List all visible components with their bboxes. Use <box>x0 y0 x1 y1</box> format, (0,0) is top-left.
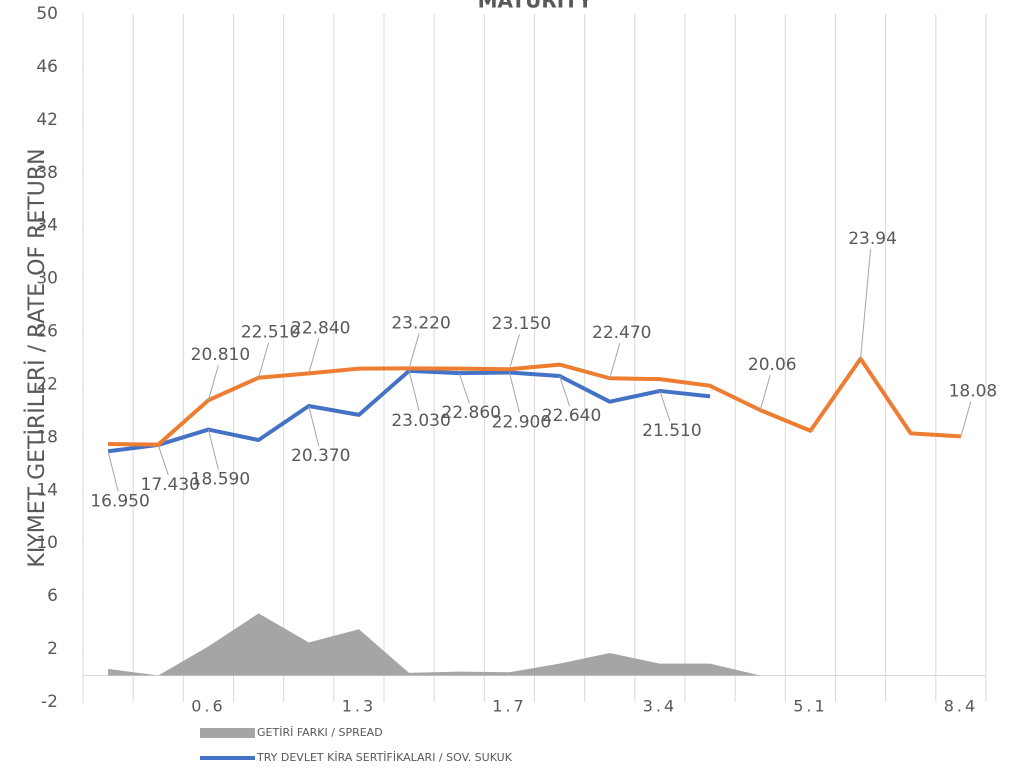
y-tick-label: 38 <box>36 163 58 183</box>
leader-line <box>960 401 972 437</box>
data-label: 22.510 <box>241 323 300 343</box>
data-label: 22.860 <box>442 403 501 423</box>
y-tick-label: 10 <box>36 533 58 553</box>
leader-line <box>207 429 219 470</box>
leader-line <box>860 248 872 359</box>
leader-line <box>659 390 671 422</box>
leader-line <box>157 444 169 476</box>
spread-area <box>108 613 761 676</box>
x-tick-label: 8.4 <box>944 697 978 716</box>
y-tick-label: 2 <box>47 639 58 659</box>
leader-line <box>458 372 470 404</box>
leader-line <box>508 334 520 370</box>
y-axis-label: KIYMET GETİRİLERİ / RATE OF RETURN <box>24 148 50 567</box>
y-tick-label: 14 <box>36 480 58 500</box>
data-label: 18.590 <box>191 470 250 490</box>
data-label: 22.470 <box>592 323 651 343</box>
leader-line <box>609 343 621 379</box>
leader-line <box>308 405 320 447</box>
leader-line <box>508 372 520 413</box>
y-tick-label: 50 <box>36 4 58 24</box>
data-label: 23.030 <box>391 411 450 431</box>
x-tick-label: 1.7 <box>492 697 526 716</box>
data-label: 20.810 <box>191 345 250 365</box>
chart-title: MATURITY <box>478 0 593 13</box>
series-line <box>108 356 962 447</box>
data-label: 18.08 <box>949 381 998 401</box>
leader-line <box>107 451 119 492</box>
data-label: 16.950 <box>90 491 149 511</box>
y-tick-label: 34 <box>36 216 58 236</box>
x-tick-label: 3.4 <box>643 697 677 716</box>
data-label: 23.150 <box>492 314 551 334</box>
y-tick-label: 6 <box>47 586 58 606</box>
leader-line <box>408 333 420 369</box>
y-tick-label: 42 <box>36 110 58 130</box>
legend-swatch <box>200 728 255 738</box>
leader-line <box>559 375 571 407</box>
x-tick-label: 0.6 <box>191 697 225 716</box>
legend-label: TRY DEVLET KİRA SERTİFİKALARI / SOV. SUK… <box>256 751 513 764</box>
leader-line <box>759 374 771 411</box>
y-tick-label: 46 <box>36 57 58 77</box>
y-tick-label: 30 <box>36 269 58 289</box>
data-label: 22.640 <box>542 406 601 426</box>
data-label: 20.370 <box>291 446 350 466</box>
leader-line <box>258 342 270 378</box>
legend-label: GETİRİ FARKI / SPREAD <box>257 726 383 739</box>
leader-line <box>207 365 219 401</box>
x-tick-label: 1.3 <box>342 697 376 716</box>
data-label: 23.94 <box>848 229 897 249</box>
y-tick-label: 26 <box>36 322 58 342</box>
x-tick-label: 5.1 <box>793 697 827 716</box>
y-tick-label: 22 <box>36 374 58 394</box>
y-tick-label: -2 <box>41 692 58 712</box>
leader-line <box>308 338 320 374</box>
data-label: 22.840 <box>291 318 350 338</box>
data-label: 17.430 <box>141 475 200 495</box>
y-tick-label: 18 <box>36 427 58 447</box>
data-label: 20.06 <box>748 355 797 375</box>
data-label: 23.220 <box>391 313 450 333</box>
data-label: 22.900 <box>492 413 551 433</box>
data-label: 21.510 <box>642 421 701 441</box>
leader-line <box>408 370 420 411</box>
